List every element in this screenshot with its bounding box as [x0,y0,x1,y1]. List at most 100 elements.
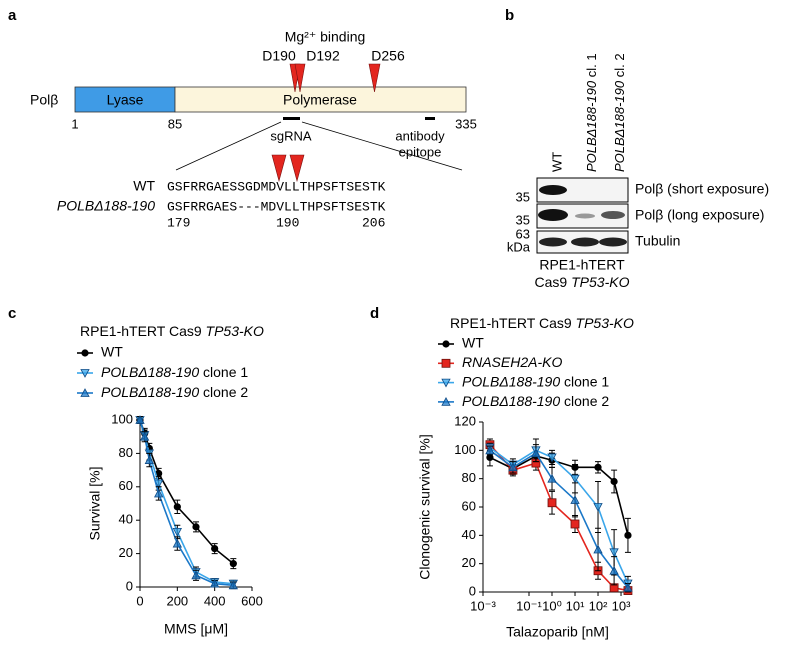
polymerase-domain [174,86,467,113]
marker [570,474,580,484]
marker [172,538,182,548]
sgrna-label: sgRNA [270,128,312,143]
x-tick-label: 10³ [612,598,631,613]
row-label: WT [133,178,155,194]
residue-number: 206 [362,215,385,230]
blot-label: Polβ (long exposure) [635,207,764,223]
y-tick-label: 40 [119,512,133,527]
x-tick-label: 600 [241,593,263,608]
x-tick-label: 10⁻¹ [516,598,542,613]
x-tick-label: 10¹ [566,598,585,613]
band [538,209,568,221]
marker [623,582,633,592]
mw-marker: 63 [516,226,530,241]
position: 85 [168,116,182,131]
mg-triangle [294,63,306,93]
series-line [139,419,234,587]
cell-line: Cas9 TP53-KO [535,274,630,290]
row-label: POLBΔ188-190 [57,198,155,214]
mg-triangle [289,154,305,183]
band [571,237,599,247]
marker [508,462,518,472]
legend-label: RNASEH2A-KO [462,354,562,370]
x-axis-label: Talazoparib [nM] [506,624,609,640]
marker [172,527,182,537]
residue-number: 179 [167,215,190,230]
marker [441,358,451,368]
marker [485,445,495,455]
y-tick-label: 60 [462,498,476,513]
marker [81,349,89,357]
y-tick-label: 80 [119,445,133,460]
annotation: Mg²⁺ binding [285,29,366,45]
y-tick-label: 100 [111,411,133,426]
chart-title: RPE1-hTERT Cas9 TP53-KO [80,323,264,339]
legend-label: POLBΔ188-190 clone 1 [462,373,609,389]
legend-label: POLBΔ188-190 clone 2 [462,393,609,409]
marker [211,544,219,553]
x-axis-label: MMS [μM] [164,621,228,637]
sequence: GSFRRGAES---MDVLLTHPSFTSESTK [167,199,386,214]
marker [624,531,632,539]
y-tick-label: 120 [454,413,476,428]
domain-label: Lyase [107,92,144,108]
mw-unit: kDa [507,239,531,254]
marker [609,565,619,575]
panel-label: d [370,305,379,322]
marker [593,544,603,554]
x-tick-label: 200 [166,593,188,608]
marker [191,570,201,580]
y-tick-label: 40 [462,527,476,542]
marker [442,340,450,348]
x-tick-label: 400 [204,593,226,608]
marker [441,378,451,388]
series-line [139,419,234,565]
panel-a: a Mg²⁺ binding D190 D192 D256 Polβ Lyase… [8,7,477,230]
band [599,237,627,247]
marker [144,455,154,464]
panel-label: b [505,7,514,24]
x-tick-label: 10⁻³ [470,598,496,613]
marker [228,580,238,590]
zoom-line [175,121,282,171]
panel-label: c [8,305,16,322]
panel-b: b WT POLBΔ188-190 cl. 1 POLBΔ188-190 cl.… [505,7,769,290]
marker [210,578,220,588]
mw-marker: 35 [516,212,530,227]
x-tick-label: 10⁰ [542,598,562,613]
y-tick-label: 60 [119,478,133,493]
legend-label: WT [462,335,484,351]
protein-name: Polβ [30,92,58,108]
lane-label: WT [549,152,564,172]
y-axis-label: Survival [%] [87,467,103,541]
legend-label: POLBΔ188-190 clone 2 [101,384,248,400]
sequence: GSFRRGAESSGDMDVLLTHPSFTSESTK [167,179,386,194]
position: 335 [455,116,477,131]
legend-label: POLBΔ188-190 clone 1 [101,364,248,380]
legend-label: WT [101,344,123,360]
cell-line: RPE1-hTERT [539,257,625,273]
domain-label: Polymerase [283,92,357,108]
y-axis-label: Clonogenic survival [%] [417,434,433,580]
marker [594,463,602,471]
residue-number: 190 [276,215,299,230]
marker [547,473,557,483]
sgrna-bar [283,117,300,120]
lane-label: POLBΔ188-190 cl. 1 [584,53,599,172]
marker [140,431,150,441]
blot-label: Polβ (short exposure) [635,181,769,197]
x-tick-label: 0 [136,593,143,608]
marker [192,523,200,531]
mg-triangle [368,63,381,93]
marker [229,560,237,568]
marker [80,369,90,378]
epitope-bar [425,117,435,120]
marker [80,388,90,397]
y-tick-label: 0 [469,583,476,598]
epitope-label: antibody [395,128,445,143]
panel-label: a [8,7,17,24]
y-tick-label: 20 [119,545,133,560]
lane-label: POLBΔ188-190 cl. 2 [612,53,627,172]
